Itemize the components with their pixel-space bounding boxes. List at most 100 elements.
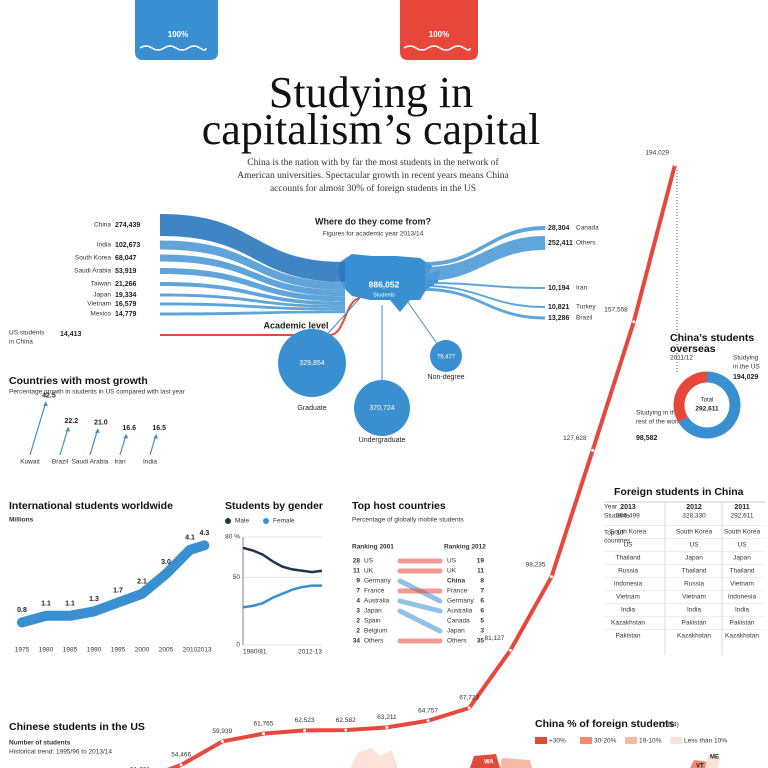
rank-name: Belgium: [364, 628, 387, 635]
trend-label: 51,001: [130, 767, 150, 768]
trend-point: [508, 648, 512, 652]
rank-value: 6: [480, 598, 484, 605]
section-title: Academic level: [263, 320, 328, 330]
worldwide-value: 3.0: [161, 559, 171, 566]
map-shape: [705, 755, 720, 768]
ranking-title: Ranking 2001: [352, 544, 394, 551]
table-label: Students: [604, 513, 630, 520]
flow-band: [160, 282, 345, 306]
rank-name: Others: [364, 638, 384, 645]
trend-point: [179, 763, 183, 767]
section-title: overseas: [670, 343, 716, 355]
table-label: Year: [604, 504, 618, 511]
rank-value: 19: [477, 558, 485, 565]
flow-band: [160, 293, 345, 308]
table-cell: US: [623, 542, 633, 549]
total: 886,052: [369, 279, 400, 289]
worldwide-value: 1.7: [113, 587, 123, 594]
source-name: Taiwan: [91, 281, 112, 288]
gender-line: [242, 546, 323, 574]
table-cell: Vietnam: [616, 594, 640, 601]
trend-label: 59,939: [212, 728, 232, 735]
map-shape: [470, 754, 500, 768]
state-label: VT: [696, 764, 704, 768]
rank-name: France: [364, 588, 385, 595]
table-cell: Indonesia: [728, 594, 757, 601]
year: (2014): [660, 722, 679, 729]
trend-label: 81,127: [484, 635, 504, 642]
source-name: Japan: [93, 292, 111, 299]
table-cell: India: [735, 607, 749, 614]
trend-label: 127,628: [563, 435, 587, 442]
table-cell: South Korea: [724, 529, 761, 536]
destination-value: 10,194: [548, 285, 570, 292]
trend-point: [261, 732, 265, 736]
growth-value: 16.6: [122, 425, 136, 432]
destination-name: Canada: [576, 225, 599, 232]
section-title: Foreign students in China: [614, 486, 744, 498]
rank-name: US: [364, 558, 374, 565]
x-tick-label: 2000: [135, 647, 150, 654]
section-title: Where do they come from?: [315, 216, 431, 226]
note: Historical trend: 1995/96 to 2013/14: [9, 749, 112, 756]
gender-line: [242, 584, 322, 609]
section-title: China’s students: [670, 332, 754, 344]
rank-name: France: [447, 588, 468, 595]
table-year: 2013: [620, 504, 636, 511]
destination-value: 13,286: [548, 315, 570, 322]
level-value: 370,724: [369, 405, 394, 412]
trend-label: 62,523: [295, 717, 315, 724]
legend-swatch: [535, 737, 547, 744]
worldwide-value: 4.1: [185, 535, 195, 542]
section-subtitle: Percentage growth in students in US comp…: [9, 389, 186, 396]
non-degree-circle: [430, 340, 462, 372]
us-in-china-line: [329, 297, 361, 336]
us-map: [338, 254, 440, 312]
x-tick-label: 2010: [183, 647, 198, 654]
intro: China is the nation with by far the most…: [247, 157, 499, 168]
worldwide-value: 4.3: [200, 530, 210, 537]
trend-label: 64,757: [418, 707, 438, 714]
worldwide-value: 2.1: [137, 579, 147, 586]
source-value: 19,334: [115, 292, 137, 299]
destination-name: Brazil: [576, 315, 593, 322]
rank-value: 3: [356, 608, 360, 615]
growth-category: Kuwait: [20, 459, 40, 466]
growth-value: 16.5: [152, 425, 166, 432]
source-value: 53,919: [115, 268, 137, 275]
trend-label: 98,235: [526, 562, 546, 569]
trend-label: 61,765: [254, 720, 274, 727]
map-shape: [500, 758, 532, 768]
table-cell: Vietnam: [730, 581, 754, 588]
trend-label: 67,723: [459, 695, 479, 702]
section-subtitle: Percentage of globally mobile students: [352, 517, 464, 524]
arrow-head: [94, 428, 100, 433]
trend-label: 194,029: [645, 150, 669, 157]
legend-swatch: [670, 737, 682, 744]
title: Studying in: [269, 68, 473, 117]
total-value: 292,611: [695, 406, 719, 413]
section-subtitle: Figures for academic year 2013/14: [323, 231, 424, 238]
trend-point: [426, 719, 430, 723]
x-tick-label: 1975: [15, 647, 30, 654]
table-cell: US: [689, 542, 699, 549]
trend-label: 62,582: [336, 717, 356, 724]
trend-point: [303, 728, 307, 732]
growth-category: Saudi Arabia: [72, 459, 109, 466]
source-value: 21,266: [115, 281, 137, 288]
x-tick-label: 1980/81: [243, 649, 267, 656]
legend-swatch: [625, 737, 637, 744]
table-cell: Russia: [684, 581, 704, 588]
total-label: Total: [701, 398, 714, 404]
table-cell: Pakistan: [616, 633, 641, 640]
connector: [321, 297, 361, 341]
us-label: Studying: [733, 355, 759, 362]
flow-band: [425, 285, 545, 308]
flow-band: [160, 214, 345, 282]
rank-value: 34: [353, 638, 361, 645]
rank-value: 5: [480, 618, 484, 625]
x-tick-label: 1980: [39, 647, 54, 654]
x-tick-label: 2012-13: [298, 649, 322, 656]
growth-value: 42.5: [42, 393, 56, 400]
